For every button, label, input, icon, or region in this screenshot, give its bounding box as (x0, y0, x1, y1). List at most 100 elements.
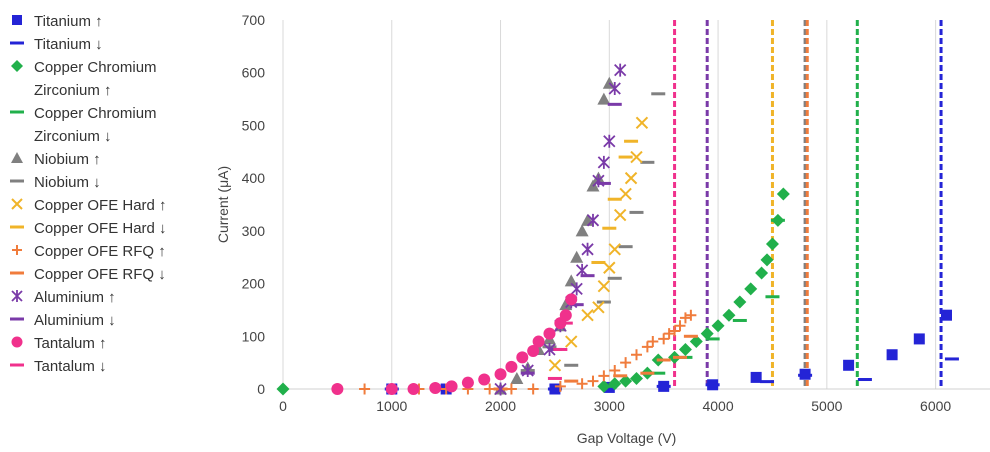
legend-marker-shape (10, 225, 24, 229)
data-point (760, 253, 774, 267)
data-point (857, 378, 872, 382)
data-point (553, 347, 568, 351)
data-point (505, 383, 517, 395)
data-point (940, 309, 952, 321)
series-7 (591, 139, 639, 264)
data-point (596, 181, 611, 185)
series-12 (331, 293, 578, 395)
data-point (587, 375, 599, 387)
data-point (592, 301, 605, 314)
legend-label: Copper OFE RFQ ↓ (34, 266, 166, 283)
y-tick-label: 100 (242, 328, 266, 344)
x-tick-label: 0 (279, 398, 287, 414)
legend-label: Copper OFE Hard ↓ (34, 220, 167, 237)
x-tick-label: 6000 (920, 398, 951, 414)
data-point (597, 92, 611, 105)
x-tick-label: 5000 (811, 398, 842, 414)
data-point (532, 335, 545, 348)
data-point (843, 359, 855, 371)
x-axis-title: Gap Voltage (V) (577, 430, 677, 446)
legend-marker-icon (11, 290, 23, 302)
legend-label: Copper OFE RFQ ↑ (34, 243, 166, 260)
legend-marker-shape (10, 179, 24, 183)
data-point (651, 92, 666, 96)
data-point (651, 371, 666, 375)
data-point (618, 245, 633, 249)
data-point (613, 374, 628, 378)
legend-marker-icon (10, 363, 24, 367)
legend-marker-icon (10, 225, 24, 229)
data-point (765, 237, 779, 251)
legend-item: Copper Chromium Zirconium ↑ (8, 56, 208, 102)
data-point (614, 63, 627, 77)
legend-label: Copper Chromium Zirconium ↓ (34, 105, 157, 145)
data-point (565, 335, 578, 348)
series-6 (548, 116, 649, 372)
legend-item: Copper Chromium Zirconium ↓ (8, 102, 208, 148)
data-point (608, 243, 621, 256)
data-point (669, 325, 681, 337)
legend-marker-icon (11, 336, 23, 348)
legend-item: Aluminium ↓ (8, 309, 208, 332)
data-point (700, 327, 714, 341)
data-point (565, 293, 578, 306)
data-point (547, 376, 562, 380)
data-point (607, 197, 622, 201)
data-point (744, 282, 758, 296)
data-point (575, 224, 589, 237)
legend-item: Copper OFE Hard ↑ (8, 194, 208, 217)
legend-marker-shape (11, 60, 23, 72)
legend-label: Aluminium ↑ (34, 289, 116, 306)
legend-item: Niobium ↑ (8, 148, 208, 171)
data-point (597, 279, 611, 293)
legend-marker-shape (10, 41, 24, 45)
legend-label: Tantalum ↓ (34, 358, 107, 375)
legend-marker-icon (10, 317, 24, 321)
data-points (276, 63, 959, 396)
y-tick-label: 200 (242, 276, 266, 292)
series-13 (547, 321, 573, 380)
y-tick-label: 0 (257, 381, 265, 397)
x-tick-label: 2000 (485, 398, 516, 414)
data-point (608, 82, 621, 96)
legend-label: Niobium ↑ (34, 151, 101, 168)
legend-marker-shape (11, 198, 23, 210)
data-point (658, 333, 670, 345)
data-point (689, 335, 703, 349)
data-point (679, 312, 691, 324)
legend-item: Copper OFE Hard ↓ (8, 217, 208, 240)
legend-marker-icon (12, 15, 22, 25)
legend-label: Copper OFE Hard ↑ (34, 197, 167, 214)
data-point (630, 150, 643, 164)
y-tick-label: 500 (242, 117, 266, 133)
data-point (618, 155, 633, 159)
data-point (586, 213, 600, 227)
legend-item: Niobium ↓ (8, 171, 208, 194)
data-point (484, 383, 496, 395)
data-point (554, 380, 566, 392)
y-tick-label: 600 (242, 65, 266, 81)
data-point (607, 276, 622, 280)
legend-item: Titanium ↑ (8, 10, 208, 33)
data-point (603, 261, 616, 274)
data-point (385, 383, 398, 395)
legend-marker-icon (10, 271, 24, 275)
data-point (564, 363, 579, 367)
x-tick-label: 4000 (702, 398, 733, 414)
legend-item: Copper OFE RFQ ↓ (8, 263, 208, 286)
data-point (635, 116, 649, 130)
legend-item: Titanium ↓ (8, 33, 208, 56)
data-point (580, 274, 595, 278)
y-axis-title: Current (μA) (215, 166, 231, 243)
legend-marker-icon (11, 152, 23, 163)
data-point (609, 365, 621, 377)
data-point (711, 319, 725, 333)
data-point (597, 155, 611, 169)
data-point (570, 250, 584, 263)
chart-legend: Titanium ↑ Titanium ↓ Copper Chromium Zi… (8, 10, 208, 378)
data-point (516, 351, 529, 364)
data-point (581, 242, 594, 256)
data-point (733, 295, 747, 309)
data-point (613, 208, 627, 222)
data-point (591, 260, 606, 264)
